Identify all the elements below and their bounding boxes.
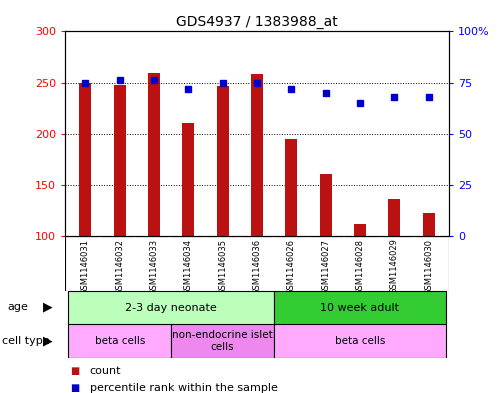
Text: ▶: ▶ xyxy=(42,334,52,347)
Text: GSM1146029: GSM1146029 xyxy=(390,239,399,294)
Title: GDS4937 / 1383988_at: GDS4937 / 1383988_at xyxy=(176,15,338,29)
Bar xyxy=(285,139,297,236)
Text: ■: ■ xyxy=(70,383,79,393)
Text: GSM1146027: GSM1146027 xyxy=(321,239,330,294)
Text: GSM1146028: GSM1146028 xyxy=(355,239,364,294)
Bar xyxy=(354,224,366,236)
Text: beta cells: beta cells xyxy=(95,336,145,346)
Text: GSM1146033: GSM1146033 xyxy=(150,239,159,295)
Bar xyxy=(319,174,332,236)
Text: percentile rank within the sample: percentile rank within the sample xyxy=(90,383,278,393)
Text: ▶: ▶ xyxy=(42,301,52,314)
Bar xyxy=(68,324,171,358)
Text: GSM1146031: GSM1146031 xyxy=(81,239,90,294)
Text: non-endocrine islet
cells: non-endocrine islet cells xyxy=(172,330,273,352)
Text: GSM1146026: GSM1146026 xyxy=(287,239,296,294)
Bar xyxy=(148,73,160,236)
Text: GSM1146035: GSM1146035 xyxy=(218,239,227,294)
Bar xyxy=(274,324,446,358)
Text: GSM1146036: GSM1146036 xyxy=(252,239,261,295)
Text: GSM1146034: GSM1146034 xyxy=(184,239,193,294)
Bar xyxy=(274,291,446,324)
Text: beta cells: beta cells xyxy=(335,336,385,346)
Bar xyxy=(68,291,274,324)
Bar xyxy=(182,123,195,236)
Text: GSM1146032: GSM1146032 xyxy=(115,239,124,294)
Bar xyxy=(79,83,91,236)
Bar xyxy=(251,74,263,236)
Text: GSM1146030: GSM1146030 xyxy=(424,239,433,294)
Bar xyxy=(217,86,229,236)
Text: count: count xyxy=(90,366,121,376)
Text: cell type: cell type xyxy=(2,336,50,346)
Text: 10 week adult: 10 week adult xyxy=(320,303,399,312)
Bar xyxy=(388,199,400,236)
Text: ■: ■ xyxy=(70,366,79,376)
Bar xyxy=(171,324,274,358)
Text: 2-3 day neonate: 2-3 day neonate xyxy=(125,303,217,312)
Bar xyxy=(423,213,435,236)
Text: age: age xyxy=(7,302,28,312)
Bar xyxy=(114,84,126,236)
